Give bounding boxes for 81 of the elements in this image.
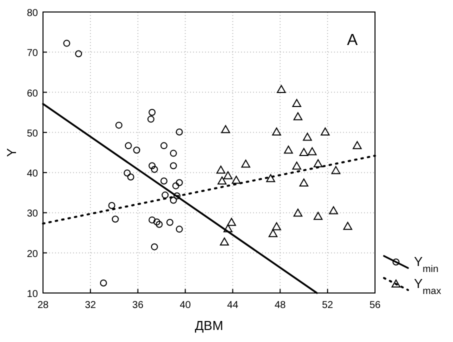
annotation: A	[347, 32, 358, 49]
y-tick-label: 60	[26, 88, 38, 100]
y-axis-title: Y	[4, 148, 19, 157]
point	[133, 146, 140, 154]
y-tick-label: 70	[26, 48, 38, 60]
point	[156, 220, 163, 228]
y-tick-label: 40	[26, 168, 38, 180]
point	[160, 142, 168, 150]
point	[223, 171, 232, 180]
point	[292, 99, 302, 108]
point	[232, 176, 241, 184]
point	[75, 50, 82, 58]
point	[302, 132, 312, 141]
point	[293, 112, 302, 120]
point	[293, 208, 302, 217]
point	[172, 182, 180, 190]
point	[148, 162, 156, 170]
point	[176, 128, 183, 136]
x-tick-label: 52	[322, 300, 334, 311]
point	[276, 84, 286, 93]
point	[170, 150, 177, 157]
point	[266, 174, 276, 182]
x-tick-label: 32	[84, 300, 96, 311]
y-tick-label: 50	[26, 128, 38, 140]
point	[170, 196, 177, 204]
x-tick-label: 28	[37, 300, 49, 311]
point	[299, 148, 308, 156]
point	[314, 212, 323, 220]
point	[227, 218, 236, 226]
point	[320, 128, 330, 136]
point	[63, 40, 70, 47]
point	[223, 224, 232, 232]
legend-label: Y$_{max}$	[414, 276, 442, 296]
point	[268, 229, 278, 238]
x-tick-label: 48	[274, 300, 286, 311]
point	[148, 108, 156, 116]
y-tick-label: 30	[26, 208, 38, 220]
legend-label: Y$_{min}$	[414, 254, 438, 274]
point	[221, 125, 230, 134]
point	[331, 166, 340, 174]
x-tick-label: 44	[227, 300, 239, 311]
x-axis-title: ДВМ	[194, 318, 224, 333]
point	[108, 202, 116, 209]
point	[220, 238, 229, 246]
point	[124, 142, 132, 150]
point	[173, 192, 180, 200]
point	[292, 162, 302, 170]
point	[150, 166, 158, 173]
point	[170, 162, 177, 170]
point	[153, 218, 160, 226]
x-tick-label: 40	[180, 300, 192, 311]
point	[216, 166, 226, 174]
point	[112, 216, 119, 223]
point	[148, 216, 156, 224]
point	[150, 243, 158, 250]
y-tick-label: 10	[26, 289, 38, 300]
point	[176, 179, 183, 186]
point	[241, 160, 250, 168]
point	[352, 141, 362, 150]
point	[329, 206, 338, 214]
point	[272, 128, 282, 136]
point	[162, 192, 169, 199]
point	[218, 176, 227, 184]
point	[343, 222, 352, 230]
x-tick-label: 56	[369, 300, 381, 311]
point	[147, 116, 154, 123]
point	[124, 169, 131, 176]
point	[308, 147, 317, 156]
y-tick-label: 80	[26, 8, 38, 19]
point	[284, 146, 293, 154]
point	[272, 222, 282, 230]
point	[127, 173, 134, 180]
point	[166, 218, 174, 226]
point	[100, 279, 107, 286]
point	[299, 178, 308, 187]
y-tick-label: 20	[26, 248, 38, 260]
point	[176, 226, 183, 233]
x-tick-label: 36	[132, 300, 144, 311]
point	[115, 122, 122, 129]
point	[314, 159, 323, 168]
point	[160, 178, 168, 184]
